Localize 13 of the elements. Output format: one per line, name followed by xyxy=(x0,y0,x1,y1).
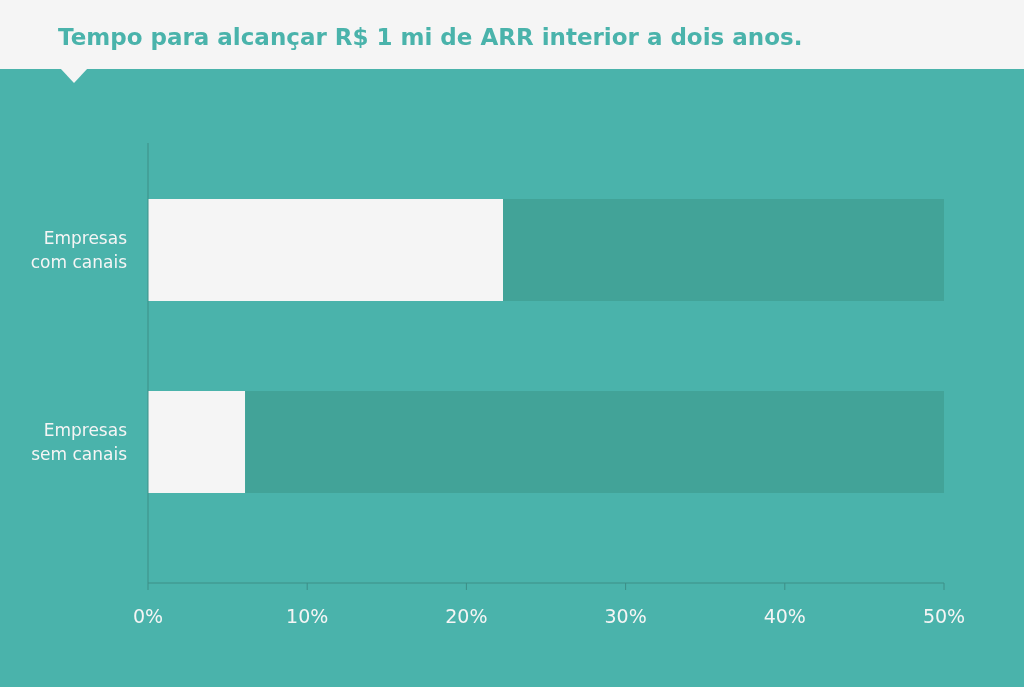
x-tick-label: 0% xyxy=(132,605,164,627)
x-tick-label: 50% xyxy=(922,605,966,627)
y-tick-label: Empresas com canais xyxy=(30,228,128,272)
x-tick-label: 40% xyxy=(763,605,806,627)
bar xyxy=(148,391,246,493)
x-tick-label: 10% xyxy=(286,605,329,627)
bar xyxy=(148,199,504,301)
x-tick-label: 30% xyxy=(604,605,647,627)
chart-title: Tempo para alcançar R$ 1 mi de ARR interior a dois anos. xyxy=(58,24,803,50)
y-tick-label: Empresas sem canais xyxy=(31,420,128,464)
bar xyxy=(245,391,944,493)
x-tick-label: 20% xyxy=(445,605,488,627)
bar xyxy=(503,199,944,301)
